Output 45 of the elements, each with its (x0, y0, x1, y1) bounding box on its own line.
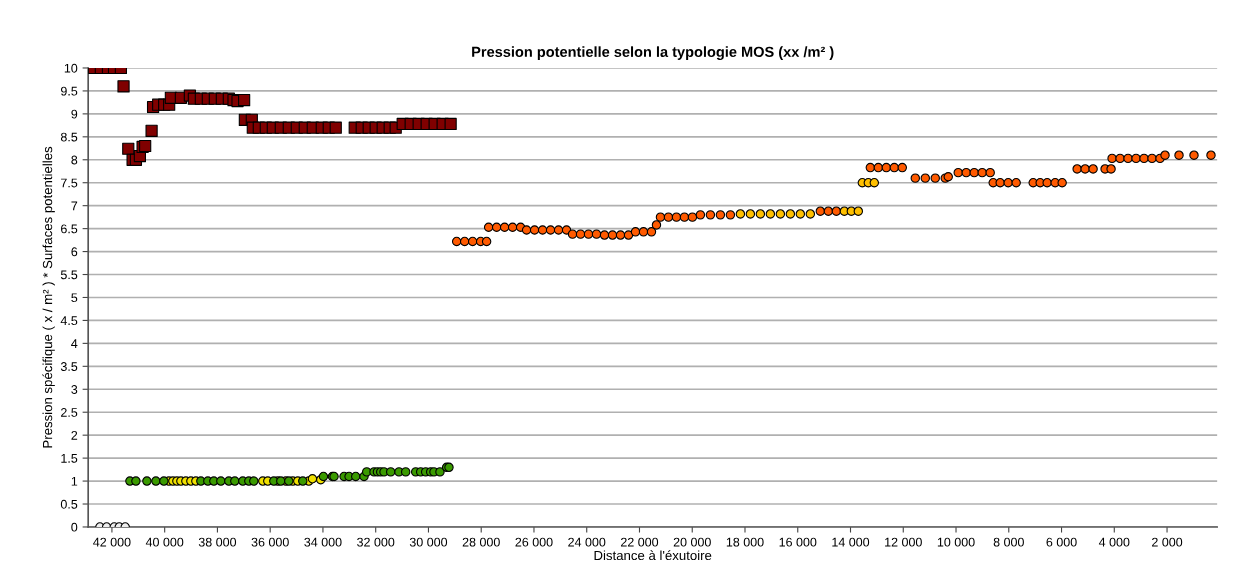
x-tick-label: 36 000 (251, 537, 289, 547)
y-tick-label: 9.5 (60, 86, 78, 96)
x-tick-label: 20 000 (673, 537, 711, 547)
x-axis-title: Distance à l'éxutoire (594, 550, 712, 561)
y-tick-label: 3 (71, 385, 78, 394)
y-tick-label: 8 (71, 155, 78, 165)
y-tick-label: 0 (71, 522, 78, 532)
x-tick-label: 28 000 (462, 537, 500, 547)
y-tick-label: 7.5 (61, 178, 78, 188)
y-tick-label: 3.5 (60, 362, 78, 371)
x-tick-label: 38 000 (198, 537, 237, 547)
x-tick-label: 8 000 (993, 537, 1024, 547)
x-tick-label: 34 000 (304, 537, 342, 547)
y-tick-label: 2 (71, 430, 78, 440)
x-tick-label: 2 000 (1152, 537, 1183, 547)
y-tick-label: 1.5 (61, 454, 78, 463)
y-tick-label: 5.5 (60, 270, 78, 280)
x-tick-label: 6 000 (1046, 537, 1077, 547)
y-tick-label: 10 (64, 63, 78, 73)
x-tick-label: 30 000 (409, 537, 448, 547)
y-tick-label: 9 (71, 109, 78, 119)
y-tick-label: 2.5 (61, 408, 78, 417)
chart-title: Pression potentielle selon la typologie MOS (xx /m² ) (472, 46, 834, 60)
x-tick-label: 4 000 (1098, 537, 1130, 547)
y-tick-label: 6.5 (61, 224, 78, 234)
y-axis-title: Pression spécifique ( x / m² ) * Surfaces potentielles (42, 146, 55, 448)
y-tick-label: 7 (71, 201, 78, 211)
y-tick-label: 1 (71, 477, 78, 486)
y-tick-label: 5 (71, 293, 78, 303)
x-tick-label: 16 000 (779, 537, 817, 547)
x-tick-label: 42 000 (93, 537, 131, 547)
y-tick-label: 4.5 (60, 316, 78, 326)
x-tick-label: 40 000 (145, 537, 184, 547)
y-tick-label: 6 (71, 247, 78, 257)
x-tick-label: 12 000 (885, 537, 922, 547)
x-tick-label: 26 000 (515, 537, 553, 547)
x-tick-label: 14 000 (832, 537, 870, 547)
x-tick-label: 22 000 (621, 537, 659, 547)
x-tick-label: 18 000 (726, 537, 764, 547)
x-tick-label: 10 000 (937, 537, 975, 547)
y-tick-label: 0.5 (60, 499, 78, 509)
x-tick-label: 24 000 (568, 537, 606, 547)
y-tick-label: 8.5 (60, 132, 78, 142)
y-tick-label: 4 (71, 339, 78, 348)
x-tick-label: 32 000 (357, 537, 395, 547)
